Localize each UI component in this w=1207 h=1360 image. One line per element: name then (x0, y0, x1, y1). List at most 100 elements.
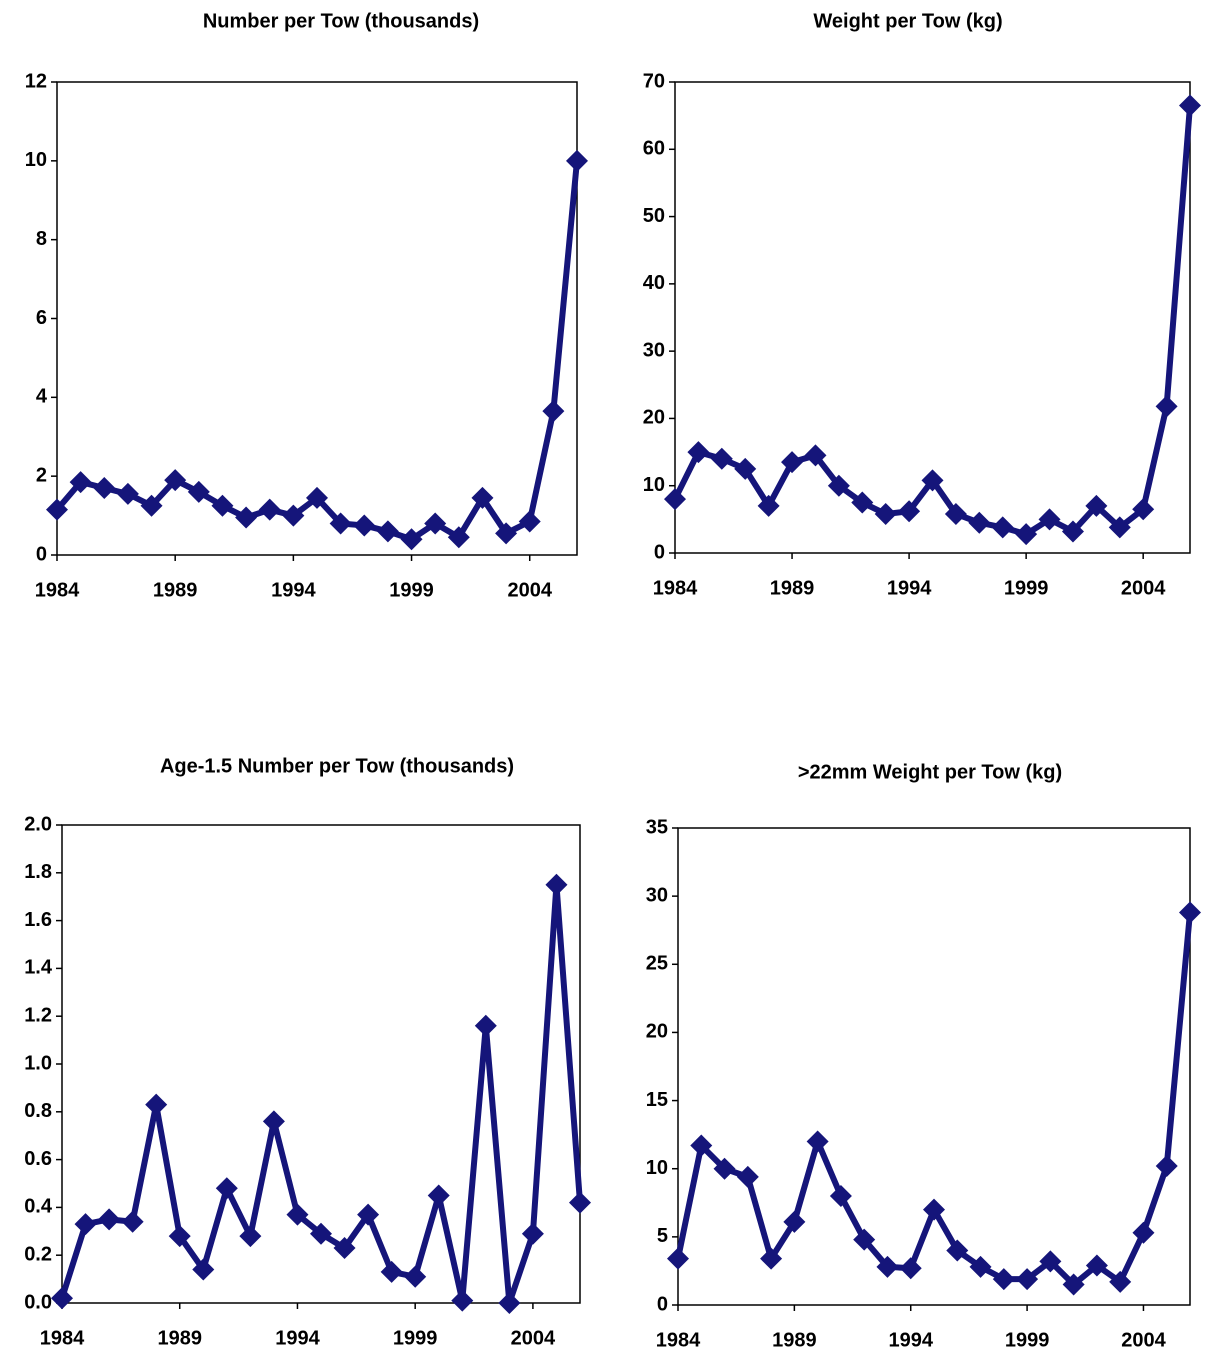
data-marker (495, 522, 518, 545)
data-marker (93, 476, 116, 499)
y-tick-label: 1.4 (24, 957, 53, 979)
data-marker (921, 469, 944, 492)
data-marker (1132, 498, 1155, 521)
data-marker (380, 1260, 403, 1283)
data-marker (1085, 494, 1108, 517)
data-marker (851, 491, 874, 514)
x-tick-label: 2004 (1121, 1329, 1166, 1351)
data-marker (542, 400, 565, 423)
plot-area (56, 81, 578, 556)
y-tick-label: 0.4 (24, 1196, 53, 1218)
y-tick-label: 2 (36, 464, 47, 486)
y-tick-label: 1.6 (24, 909, 52, 931)
data-marker (736, 1165, 759, 1188)
data-marker (1016, 1268, 1039, 1291)
x-tick-label: 1994 (271, 579, 316, 601)
data-marker (451, 1289, 474, 1312)
y-tick-label: 1.8 (24, 861, 52, 883)
data-marker (1039, 1250, 1062, 1273)
chart-title: Age-1.5 Number per Tow (thousands) (160, 755, 514, 777)
data-marker (404, 1265, 427, 1288)
x-tick-label: 1999 (1005, 1329, 1050, 1351)
data-marker (262, 1110, 285, 1133)
data-line (54, 160, 580, 543)
plot-area (674, 81, 1191, 554)
y-tick-label: 10 (646, 1157, 668, 1179)
y-tick-label: 35 (646, 816, 668, 838)
data-marker (1155, 395, 1178, 418)
data-marker (806, 1130, 829, 1153)
y-tick-label: 4 (36, 386, 48, 408)
data-marker (211, 494, 234, 517)
data-marker (923, 1198, 945, 1221)
data-marker (781, 451, 804, 474)
x-tick-label: 1989 (770, 577, 815, 599)
data-marker (944, 502, 967, 525)
y-tick-label: 30 (643, 339, 665, 361)
x-tick-label: 1989 (157, 1327, 202, 1349)
data-marker (74, 1213, 97, 1236)
x-tick-label: 1999 (393, 1327, 438, 1349)
plot-area (677, 827, 1191, 1306)
y-tick-label: 50 (643, 205, 665, 227)
y-tick-label: 0.8 (24, 1100, 52, 1122)
y-tick-label: 0.2 (24, 1243, 52, 1265)
data-marker (1179, 94, 1201, 117)
data-marker (187, 480, 210, 503)
y-tick-label: 12 (25, 70, 47, 92)
data-marker (853, 1228, 876, 1251)
data-marker (1155, 1154, 1178, 1177)
data-marker (474, 1014, 497, 1037)
y-tick-label: 0 (657, 1293, 668, 1315)
x-tick-label: 1984 (653, 577, 698, 599)
data-marker (333, 1237, 356, 1260)
y-tick-label: 10 (25, 149, 47, 171)
chart-title: >22mm Weight per Tow (kg) (798, 761, 1062, 783)
data-marker (690, 1134, 713, 1157)
data-marker (145, 1093, 168, 1116)
data-marker (258, 498, 281, 521)
data-marker (899, 1257, 922, 1280)
data-marker (1108, 516, 1131, 539)
data-marker (282, 504, 305, 527)
data-marker (1085, 1254, 1108, 1277)
x-tick-label: 2004 (1121, 577, 1166, 599)
data-marker (400, 528, 423, 551)
y-tick-label: 10 (643, 474, 665, 496)
x-tick-label: 1994 (887, 577, 932, 599)
data-marker (874, 502, 897, 525)
data-marker (46, 498, 68, 521)
data-marker (235, 506, 258, 529)
chart-title: Number per Tow (thousands) (203, 10, 479, 32)
data-marker (804, 444, 827, 467)
data-marker (713, 1157, 736, 1180)
data-marker (192, 1258, 215, 1281)
data-marker (447, 526, 470, 549)
y-tick-label: 0.6 (24, 1148, 52, 1170)
y-tick-label: 40 (643, 272, 665, 294)
data-marker (286, 1203, 309, 1226)
x-tick-label: 1989 (153, 579, 198, 601)
data-marker (498, 1292, 521, 1314)
data-marker (566, 149, 588, 172)
data-marker (667, 1247, 689, 1270)
data-marker (116, 482, 139, 505)
chart-title: Weight per Tow (kg) (813, 10, 1002, 32)
data-marker (51, 1287, 73, 1310)
data-marker (946, 1239, 969, 1262)
data-marker (1061, 520, 1084, 543)
y-tick-label: 1.0 (24, 1052, 52, 1074)
y-tick-label: 8 (36, 228, 47, 250)
data-marker (829, 1184, 852, 1207)
data-marker (968, 511, 991, 534)
data-marker (353, 514, 376, 537)
y-tick-label: 0.0 (24, 1291, 52, 1313)
data-marker (1179, 901, 1201, 924)
y-tick-label: 60 (643, 138, 665, 160)
y-tick-label: 70 (643, 70, 665, 92)
y-tick-label: 0 (654, 541, 665, 563)
data-marker (521, 1222, 544, 1245)
x-tick-label: 2004 (511, 1327, 556, 1349)
data-marker (827, 474, 850, 497)
data-marker (140, 494, 163, 517)
